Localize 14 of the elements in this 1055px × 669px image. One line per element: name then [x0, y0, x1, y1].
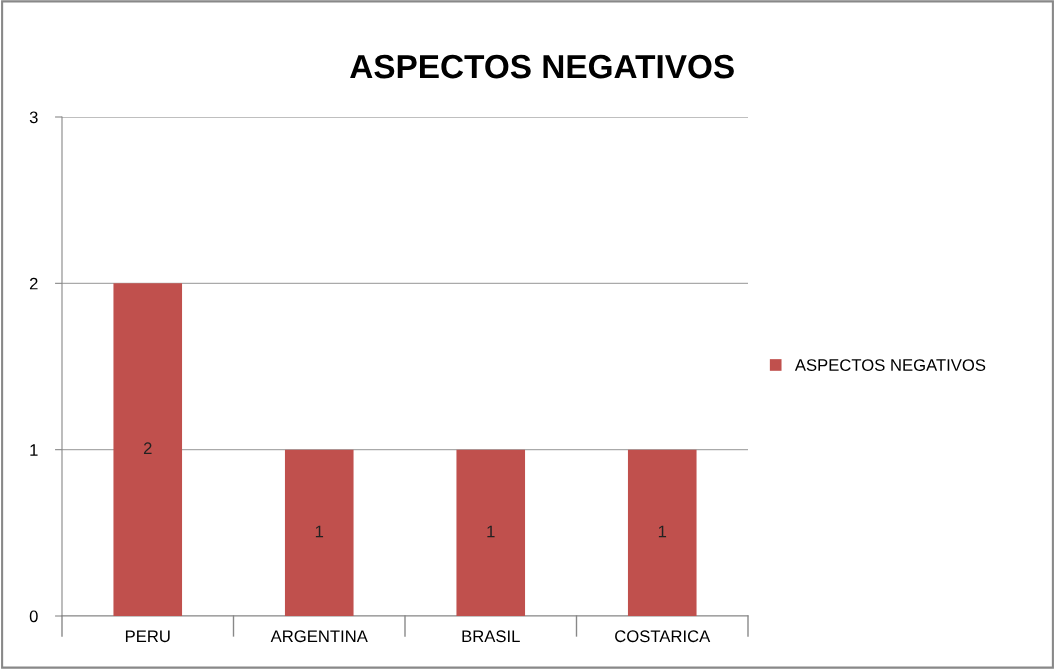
y-tick-label: 0 [29, 610, 38, 623]
y-tick-label: 2 [29, 277, 38, 290]
data-label: 2 [143, 442, 152, 454]
data-label: 1 [658, 525, 667, 538]
chart-title: ASPECTOS NEGATIVOS [350, 54, 734, 79]
data-label: 1 [315, 525, 324, 538]
legend-label: ASPECTOS NEGATIVOS [794, 359, 986, 371]
data-label: 1 [487, 525, 495, 538]
x-tick-label: PERU [125, 630, 170, 643]
y-tick-label: 3 [29, 111, 38, 124]
y-tick-label: 1 [30, 444, 38, 456]
x-tick-label: BRASIL [462, 630, 520, 643]
x-tick-label: ARGENTINA [270, 630, 368, 643]
x-tick-label: COSTARICA [615, 630, 711, 643]
